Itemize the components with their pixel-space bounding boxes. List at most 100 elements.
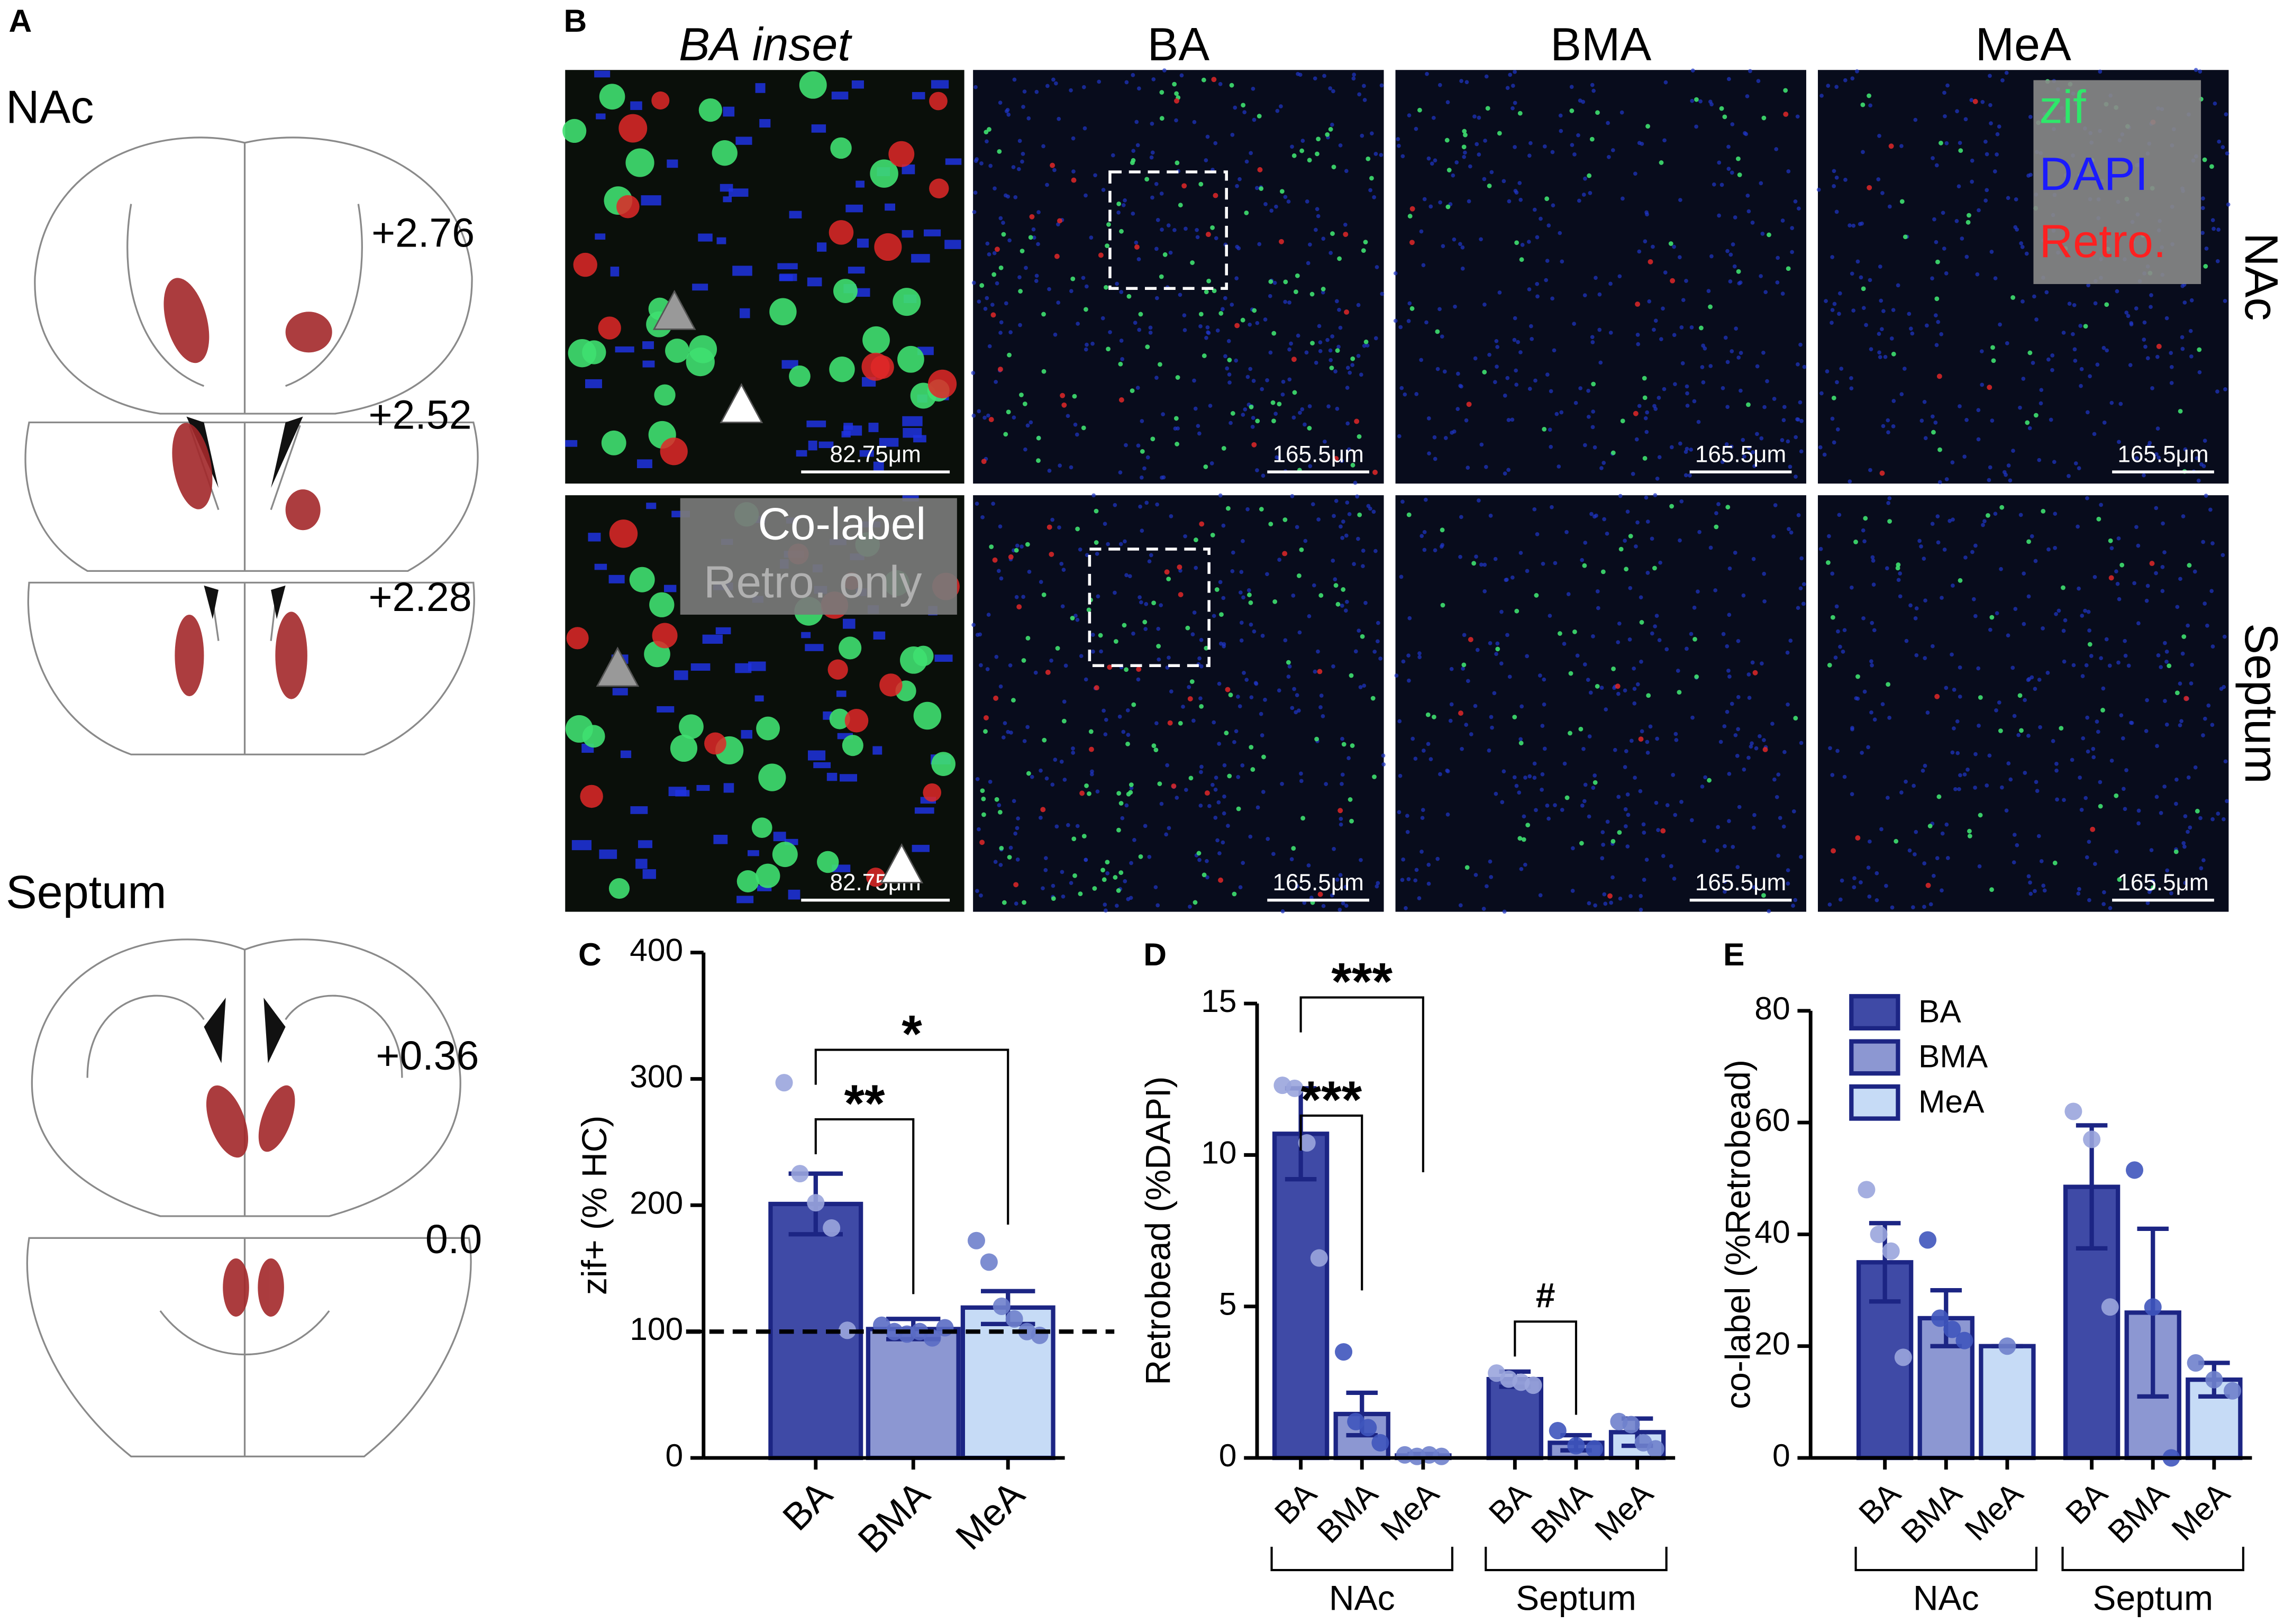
dapi-cell [1866,865,1871,870]
dapi-cell [1217,851,1222,855]
dapi-cell [1975,272,1980,277]
dapi-cell [2180,651,2185,656]
dapi-cell [1338,873,1343,877]
dapi-cell [1259,711,1263,716]
dapi-cell [1100,316,1105,321]
zif-cell [1241,103,1246,108]
dapi-cell [1724,442,1729,446]
dapi-cell [845,204,863,213]
dapi-cell [1742,454,1746,459]
dapi-cell [1708,364,1713,368]
zif-cell [981,812,986,817]
dapi-cell [2028,891,2033,896]
dapi-cell [2212,226,2216,231]
group-bracket [1485,1546,1668,1572]
significance-label: *** [1331,953,1393,1011]
dapi-cell [2201,540,2206,544]
dapi-cell [2027,426,2032,431]
stain-legend-entry: zif [2039,81,2086,133]
dapi-cell [1289,857,1294,862]
dapi-cell [1332,514,1336,518]
dapi-cell [1117,714,1122,719]
zif-cell [1341,742,1346,747]
dapi-cell [1904,638,1909,643]
dapi-cell [1733,215,1737,220]
dapi-cell [1413,878,1418,883]
dapi-cell [1830,308,1835,312]
retro-cell [888,141,915,167]
dapi-cell [2164,660,2169,664]
dapi-cell [1689,632,1694,636]
dapi-cell [1759,274,1763,278]
retro-cell [1855,835,1861,841]
dapi-cell [2026,678,2031,682]
dapi-cell [2186,775,2191,780]
dapi-cell [1296,333,1300,338]
dapi-cell [1197,431,1202,436]
zif-cell [1495,646,1500,652]
data-point [993,1297,1011,1315]
dapi-cell [1360,133,1364,138]
dapi-cell [2046,547,2051,552]
dapi-cell [1789,530,1794,535]
dapi-cell [902,164,915,175]
y-tick-label: 400 [630,932,683,968]
dapi-cell [1308,464,1313,469]
dapi-cell [1350,363,1355,367]
dapi-cell [1345,366,1350,370]
dapi-cell [1458,903,1463,908]
zif-cell [1227,358,1232,362]
dapi-cell [826,772,838,781]
dapi-cell [1001,221,1005,225]
zif-cell [1128,790,1133,795]
dapi-cell [2095,362,2100,367]
dapi-cell [1697,530,1701,534]
dapi-cell [1835,749,1840,753]
dapi-cell [2219,687,2224,691]
zif-cell [1514,240,1519,245]
dapi-cell [1187,685,1191,689]
dapi-cell [1951,583,1955,588]
dapi-cell [2026,594,2031,599]
dapi-cell [1774,147,1779,151]
dapi-cell [1952,726,1956,731]
dapi-cell [1957,184,1961,189]
dapi-cell [1678,198,1682,202]
dapi-cell [1522,814,1526,819]
dapi-cell [1340,782,1344,786]
dapi-cell [988,163,993,168]
dapi-cell [674,670,688,680]
dapi-cell [1505,86,1510,90]
dapi-cell [1050,782,1055,787]
y-tick-label: 300 [630,1059,683,1094]
dapi-cell [1132,838,1136,842]
dapi-cell [2132,581,2136,586]
dapi-cell [1153,885,1158,890]
dapi-cell [1672,244,1676,249]
dapi-cell [2006,761,2011,766]
retro-cell [1251,442,1257,448]
zif-cell [1227,773,1232,779]
dapi-cell [1731,845,1735,849]
zif-cell [1193,900,1198,905]
dapi-cell [2180,284,2185,288]
zif-cell [2209,164,2214,169]
zif-cell [1229,83,1234,88]
retro-cell [651,91,670,110]
zif-cell [1255,418,1260,424]
dapi-cell [1653,318,1658,323]
retro-cell [1045,670,1051,675]
dapi-cell [1379,83,1384,88]
zif-cell [1131,158,1136,163]
dapi-cell [1587,814,1591,819]
dapi-cell [2203,601,2207,606]
dapi-cell [1582,662,1587,667]
dapi-cell [2049,417,2053,422]
zif-cell [1116,201,1122,206]
dapi-cell [2204,247,2209,251]
dapi-cell [1139,600,1143,605]
zif-cell [1366,156,1371,161]
zif-cell [1002,900,1007,905]
dapi-cell [1138,595,1142,599]
retro-cell [1008,554,1014,560]
